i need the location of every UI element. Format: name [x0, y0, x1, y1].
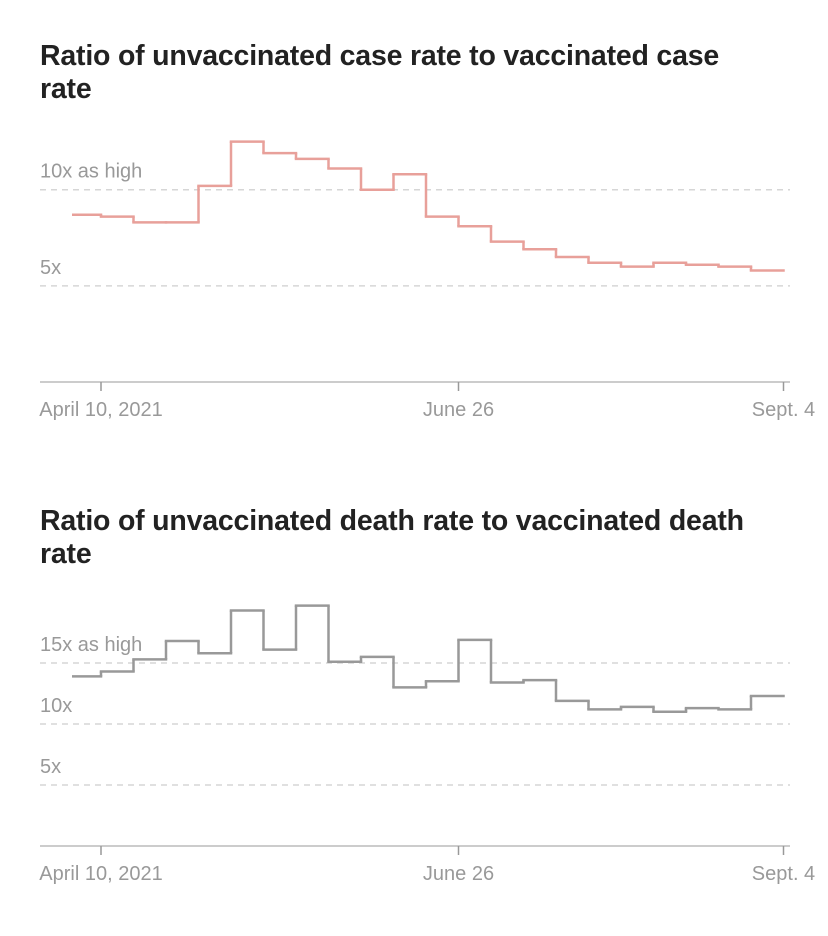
y-tick-label: 10x as high	[40, 161, 142, 183]
y-tick-label: 15x as high	[40, 634, 142, 656]
chart-title: Ratio of unvaccinated case rate to vacci…	[40, 40, 720, 105]
chart-title: Ratio of unvaccinated death rate to vacc…	[40, 505, 744, 570]
x-tick-label: June 26	[423, 399, 494, 421]
x-tick-label: Sept. 4	[752, 863, 815, 885]
y-tick-label: 10x	[40, 695, 72, 717]
y-tick-label: 5x	[40, 756, 61, 778]
x-tick-label: June 26	[423, 863, 494, 885]
x-tick-label: Sept. 4	[752, 399, 815, 421]
x-tick-label: April 10, 2021	[39, 863, 162, 885]
x-tick-label: April 10, 2021	[39, 399, 162, 421]
y-tick-label: 5x	[40, 257, 61, 279]
